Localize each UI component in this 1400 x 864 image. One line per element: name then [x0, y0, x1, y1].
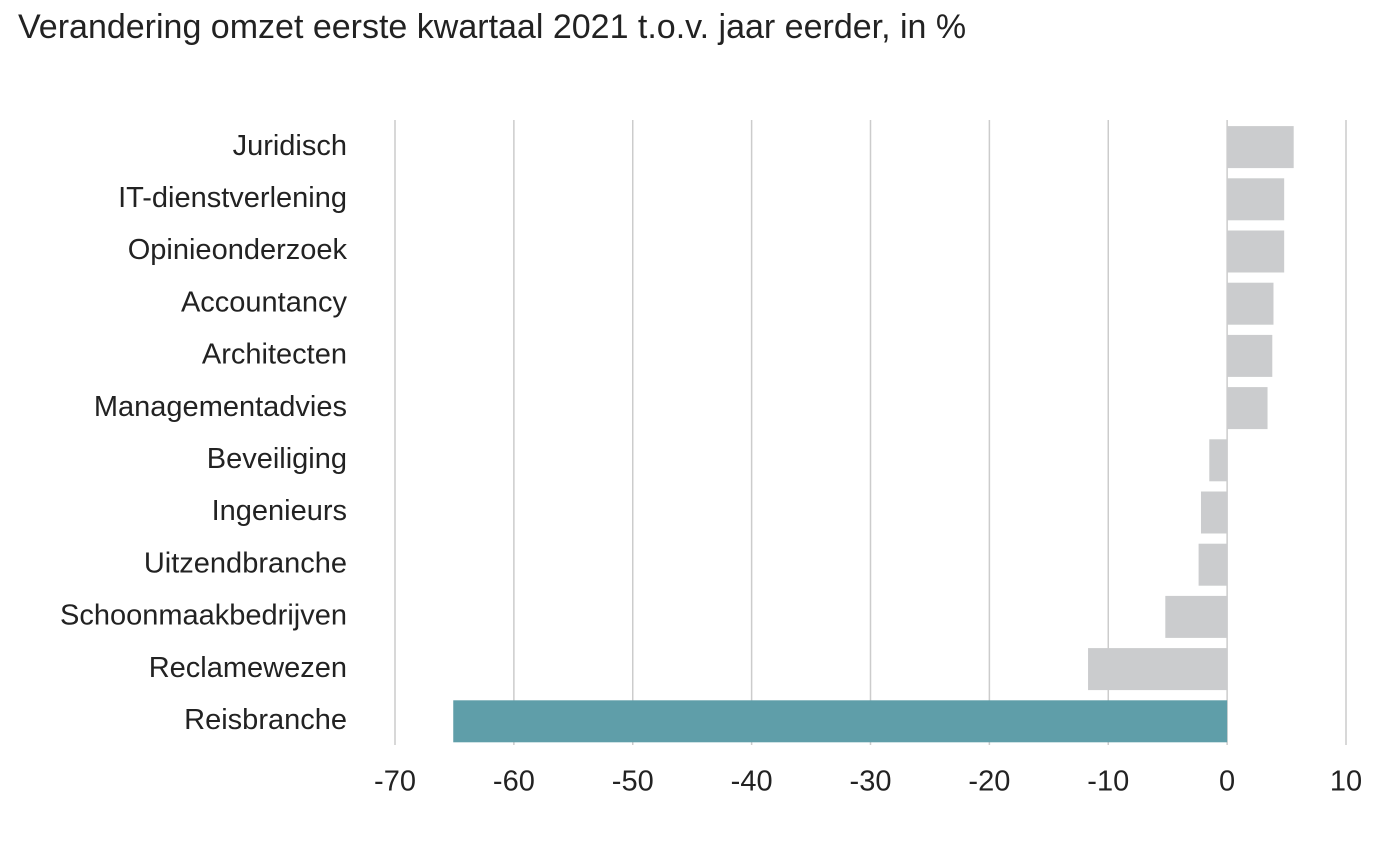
- category-label: Ingenieurs: [212, 495, 347, 527]
- tick-label: -70: [374, 766, 416, 798]
- bar: [1227, 334, 1273, 377]
- bar: [1227, 126, 1294, 169]
- category-label: Beveiliging: [207, 443, 347, 475]
- bar: [1227, 230, 1285, 273]
- category-label: IT-dienstverlening: [118, 182, 347, 214]
- bar: [1209, 439, 1228, 482]
- category-label: Reisbranche: [184, 704, 347, 736]
- category-label: Schoonmaakbedrijven: [60, 600, 347, 632]
- category-label: Opinieonderzoek: [128, 234, 348, 266]
- category-label: Accountancy: [181, 286, 348, 318]
- bar: [1088, 648, 1228, 691]
- bar: [1200, 491, 1228, 534]
- category-label: Managementadvies: [94, 391, 347, 423]
- tick-label: -40: [731, 766, 773, 798]
- bar: [453, 700, 1228, 743]
- tick-label: 10: [1330, 766, 1362, 798]
- category-label: Uitzendbranche: [144, 547, 347, 579]
- bar: [1227, 282, 1274, 325]
- category-label: Architecten: [202, 339, 347, 371]
- tick-label: -10: [1087, 766, 1129, 798]
- bar: [1198, 543, 1228, 586]
- category-label: Reclamewezen: [149, 652, 347, 684]
- bar: [1165, 595, 1228, 638]
- bar: [1227, 387, 1268, 430]
- category-label: Juridisch: [233, 130, 347, 162]
- tick-label: -30: [850, 766, 892, 798]
- tick-label: 0: [1219, 766, 1235, 798]
- tick-label: -20: [968, 766, 1010, 798]
- tick-label: -50: [612, 766, 654, 798]
- tick-label: -60: [493, 766, 535, 798]
- chart-title: Verandering omzet eerste kwartaal 2021 t…: [18, 8, 967, 46]
- bar: [1227, 178, 1285, 221]
